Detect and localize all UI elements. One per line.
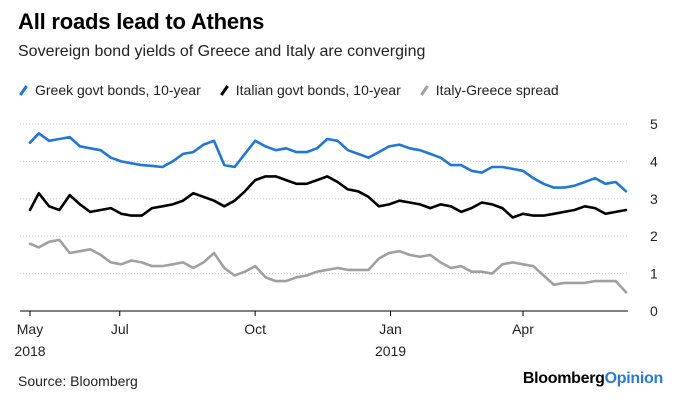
x-tick-label-jan: Jan <box>379 321 402 337</box>
brand-logo: BloombergOpinion <box>523 370 663 388</box>
x-tick-year-2019: 2019 <box>375 343 406 359</box>
y-tick-label-4: 4 <box>650 153 658 169</box>
legend-item-italian: Italian govt bonds, 10-year <box>219 82 401 98</box>
series-line-0 <box>28 132 628 193</box>
legend-item-spread: Italy-Greece spread <box>419 82 559 98</box>
grid-lines <box>20 123 628 312</box>
legend-label-spread: Italy-Greece spread <box>435 82 559 98</box>
legend-label-italian: Italian govt bonds, 10-year <box>235 82 401 98</box>
legend-item-greek: Greek govt bonds, 10-year <box>18 82 201 98</box>
chart-subtitle: Sovereign bond yields of Greece and Ital… <box>18 43 426 60</box>
series-lines <box>28 132 628 294</box>
source-note: Source: Bloomberg <box>18 373 138 389</box>
x-axis-ticks: May 2018 Jul Oct Jan 2019 Apr <box>14 311 534 359</box>
chart-legend: Greek govt bonds, 10-year Italian govt b… <box>18 82 577 98</box>
brand-main: Bloomberg <box>522 370 605 387</box>
x-tick-label-jul: Jul <box>111 321 129 337</box>
x-tick-label-apr: Apr <box>512 321 534 337</box>
x-tick-year-2018: 2018 <box>14 343 45 359</box>
legend-label-greek: Greek govt bonds, 10-year <box>35 82 201 98</box>
y-tick-label-2: 2 <box>650 228 658 244</box>
chart-title: All roads lead to Athens <box>18 9 265 34</box>
series-line-2 <box>28 238 628 294</box>
y-tick-label-0: 0 <box>650 303 658 319</box>
brand-accent: Opinion <box>604 370 664 387</box>
x-tick-label-may: May <box>17 321 43 337</box>
y-tick-label-5: 5 <box>650 116 658 132</box>
x-tick-label-oct: Oct <box>244 321 266 337</box>
y-tick-label-1: 1 <box>650 266 658 282</box>
y-tick-label-3: 3 <box>650 191 658 207</box>
series-line-1 <box>28 175 628 219</box>
y-axis-ticks: 0 1 2 3 4 5 <box>650 116 658 319</box>
